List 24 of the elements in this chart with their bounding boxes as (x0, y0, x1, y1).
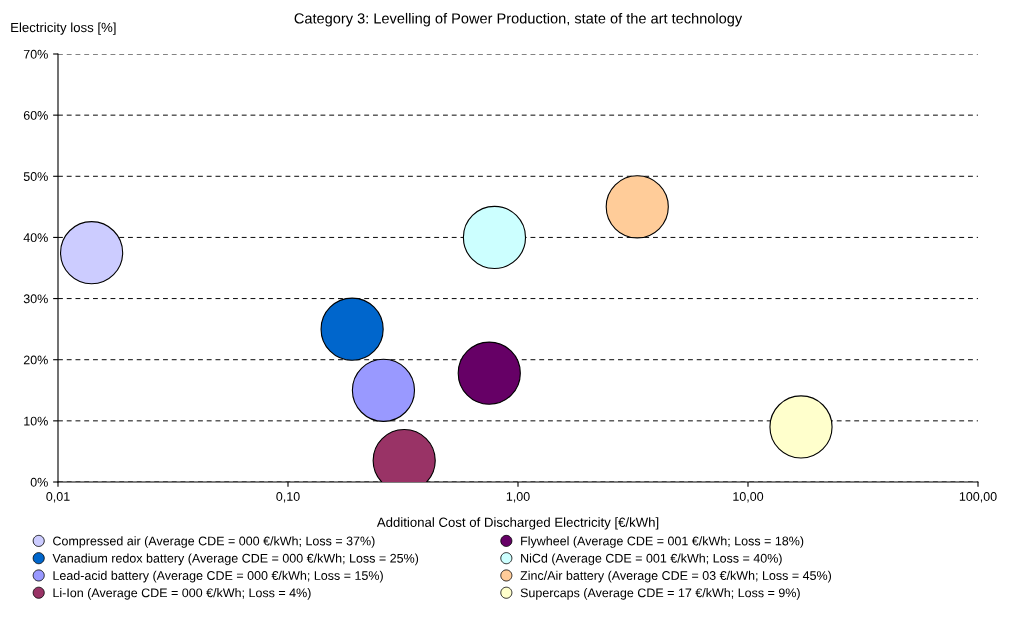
legend-label: NiCd (Average CDE = 001 €/kWh; Loss = 40%) (521, 553, 782, 566)
x-tick-label: 10,00 (733, 492, 764, 503)
x-tick-label: 0,01 (46, 492, 70, 503)
y-tick-label: 0% (30, 477, 48, 487)
legend-label: Lead-acid battery (Average CDE = 000 €/kWh; Loss = 15%) (53, 570, 383, 583)
x-tick-label: 1,00 (506, 492, 530, 503)
y-tick-label: 10% (24, 416, 48, 426)
legend-label: Flywheel (Average CDE = 001 €/kWh; Loss = 18%) (521, 536, 804, 548)
y-tick-label: 40% (23, 233, 48, 243)
legend-label: Compressed air (Average CDE = 000 €/kWh; Loss = 37%) (53, 536, 375, 548)
legend-label: Vanadium redox battery (Average CDE = 000 €/kWh; Loss = 25%) (52, 553, 419, 566)
y-tick-label: 30% (23, 294, 48, 304)
y-tick-label: 20% (23, 355, 48, 365)
legend-label: Li-Ion (Average CDE = 000 €/kWh; Loss = 4%) (53, 588, 311, 600)
y-axis-title: Electricity loss [%] (11, 22, 116, 35)
y-tick-label: 50% (23, 172, 48, 181)
legend-label: Supercaps (Average CDE = 17 €/kWh; Loss = 9%) (520, 588, 800, 600)
x-tick-label: 100,00 (959, 492, 997, 503)
x-axis-title: Additional Cost of Discharged Electricity [€/kWh] (376, 517, 659, 530)
y-tick-label: 60% (23, 110, 48, 120)
chart-title: Category 3: Levelling of Power Production, state of the art technology (294, 12, 743, 27)
legend-label: Zinc/Air battery (Average CDE = 03 €/kWh; Loss = 45%) (520, 570, 832, 583)
x-tick-label: 0,10 (276, 492, 300, 503)
y-tick-label: 70% (23, 49, 48, 59)
